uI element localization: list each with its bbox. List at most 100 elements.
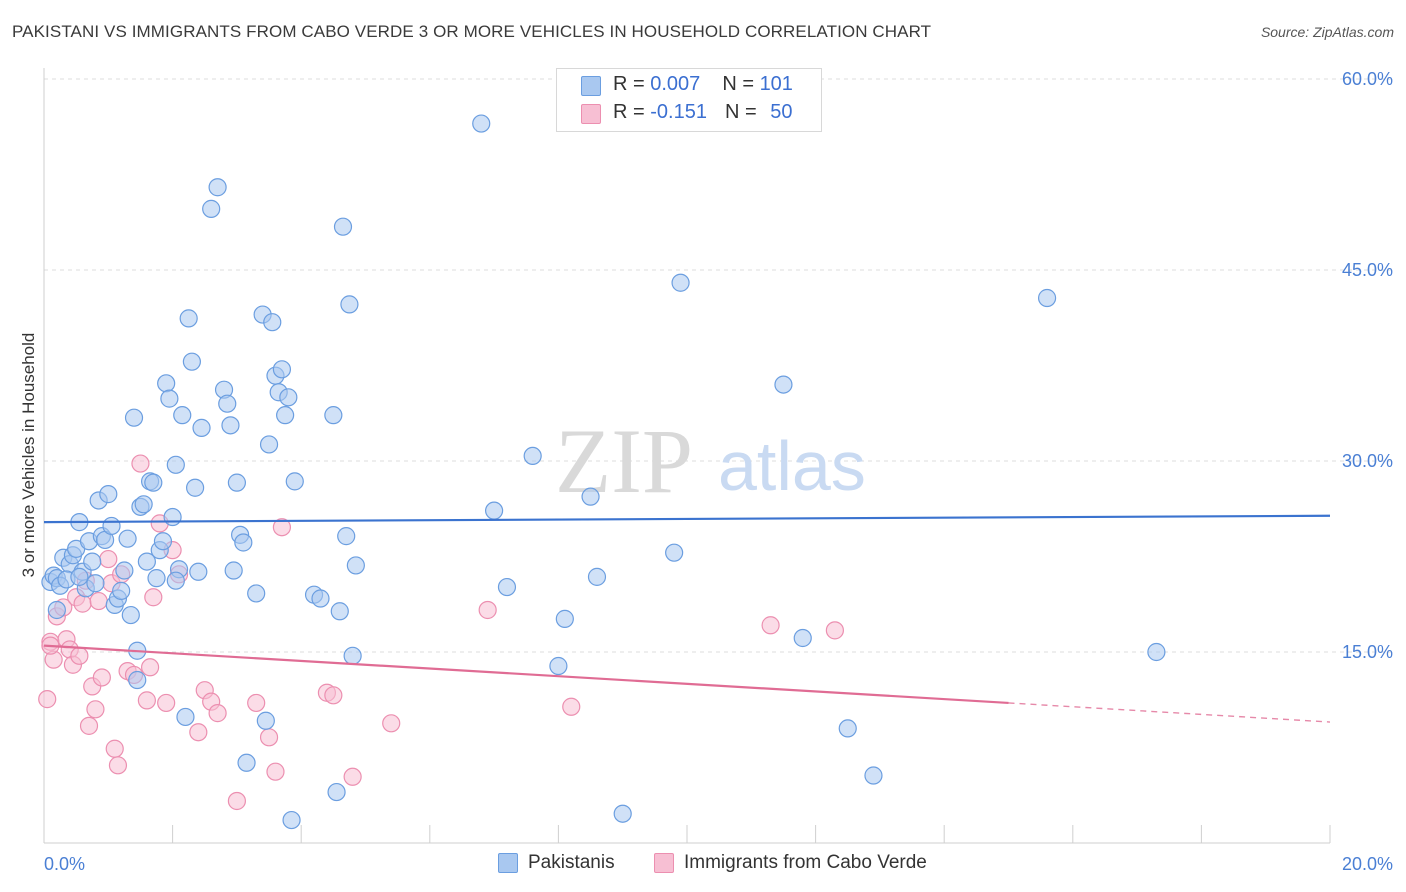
point-pakistanis [160,389,179,408]
legend-n-value: 50 [770,101,793,123]
axes [43,68,1331,844]
points-cabo-verde [38,454,844,811]
point-pakistanis [774,375,793,394]
grid-lines [44,78,1392,653]
legend-r-label: R = [613,101,651,123]
point-cabo-verde [79,716,99,735]
point-pakistanis [47,600,66,620]
bottom-legend-label-pakistanis: Pakistanis [528,852,615,873]
point-pakistanis [124,408,144,427]
point-pakistanis [166,455,185,474]
point-cabo-verde [38,690,57,709]
legend-n-label: N = [722,73,760,95]
legend-n-label: N = [724,101,763,123]
point-pakistanis [163,507,182,527]
legend-r-value: 0.007 [650,73,701,95]
point-pakistanis [134,495,153,514]
point-cabo-verde [137,691,156,710]
point-cabo-verde [272,518,292,537]
legend-text-pakistanis: R = 0.007 N = 101 [613,73,793,96]
point-pakistanis [192,418,211,437]
point-cabo-verde [89,591,108,611]
point-pakistanis [189,562,208,581]
point-pakistanis [333,217,353,236]
point-pakistanis [343,646,362,665]
point-pakistanis [256,711,275,730]
point-cabo-verde [761,616,780,635]
point-pakistanis [121,605,140,625]
point-pakistanis [324,406,343,425]
point-pakistanis [555,609,574,628]
point-pakistanis [186,478,205,497]
point-cabo-verde [324,686,343,705]
point-pakistanis [285,472,304,491]
point-cabo-verde [131,454,150,473]
point-cabo-verde [70,646,89,665]
point-pakistanis [472,114,491,133]
point-pakistanis [346,556,365,575]
point-pakistanis [218,394,237,413]
trend-lines [43,514,1331,723]
trend-line-cabo-verde [43,644,1009,705]
legend-text-cabo-verde: R = -0.151 N = 50 [613,101,792,124]
point-pakistanis [337,527,356,546]
point-cabo-verde [189,723,208,742]
watermark-atlas: atlas [718,427,866,505]
y-axis-label: 3 or more Vehicles in Household [19,333,38,578]
y-tick-label: 15.0% [1342,642,1393,662]
legend-r-label: R = [613,73,651,95]
point-pakistanis [221,416,240,435]
point-pakistanis [147,569,166,588]
point-cabo-verde [140,658,160,677]
point-pakistanis [118,529,137,548]
points-pakistanis [41,114,1166,830]
point-pakistanis [671,273,690,292]
chart-title: PAKISTANI VS IMMIGRANTS FROM CABO VERDE … [12,22,932,41]
tick-labels: 15.0% 30.0% 45.0% 60.0% 0.0% 20.0% [44,69,1393,874]
point-pakistanis [224,561,243,580]
point-pakistanis [272,360,292,379]
point-pakistanis [330,602,349,621]
point-pakistanis [137,552,156,571]
point-pakistanis [1147,642,1166,662]
point-pakistanis [581,487,600,506]
x-tick-label: 0.0% [44,854,85,874]
point-cabo-verde [108,756,128,775]
point-pakistanis [237,753,256,772]
point-pakistanis [112,581,131,600]
point-pakistanis [153,532,173,551]
point-cabo-verde [562,697,581,716]
point-cabo-verde [825,621,844,640]
point-pakistanis [613,804,632,823]
y-tick-label: 60.0% [1342,69,1393,89]
point-pakistanis [179,309,198,328]
point-pakistanis [70,567,89,586]
y-tick-label: 45.0% [1342,260,1393,280]
legend: R = 0.007 N = 101 R = -0.151 N = 50 [556,68,822,132]
legend-n-value: 101 [759,73,793,95]
point-pakistanis [182,352,201,371]
x-tick-label: 20.0% [1342,854,1393,874]
point-cabo-verde [99,549,118,569]
point-cabo-verde [247,693,266,713]
point-pakistanis [340,295,359,314]
point-pakistanis [1037,288,1057,308]
point-pakistanis [128,670,147,690]
point-pakistanis [202,199,221,218]
point-cabo-verde [259,728,279,747]
point-pakistanis [587,567,607,586]
point-pakistanis [157,374,176,393]
point-cabo-verde [343,767,362,786]
watermark-zip: ZIP [555,410,693,512]
point-cabo-verde [105,739,124,758]
legend-r-value: -0.151 [650,101,707,123]
point-pakistanis [838,719,857,738]
point-cabo-verde [266,762,285,781]
trend-line-cabo-verde-extension [1008,702,1331,723]
point-cabo-verde [92,668,111,687]
point-pakistanis [485,501,504,520]
bottom-legend-label-cabo-verde: Immigrants from Cabo Verde [684,852,927,873]
point-pakistanis [279,388,298,407]
legend-swatch-cabo-verde [581,104,601,124]
